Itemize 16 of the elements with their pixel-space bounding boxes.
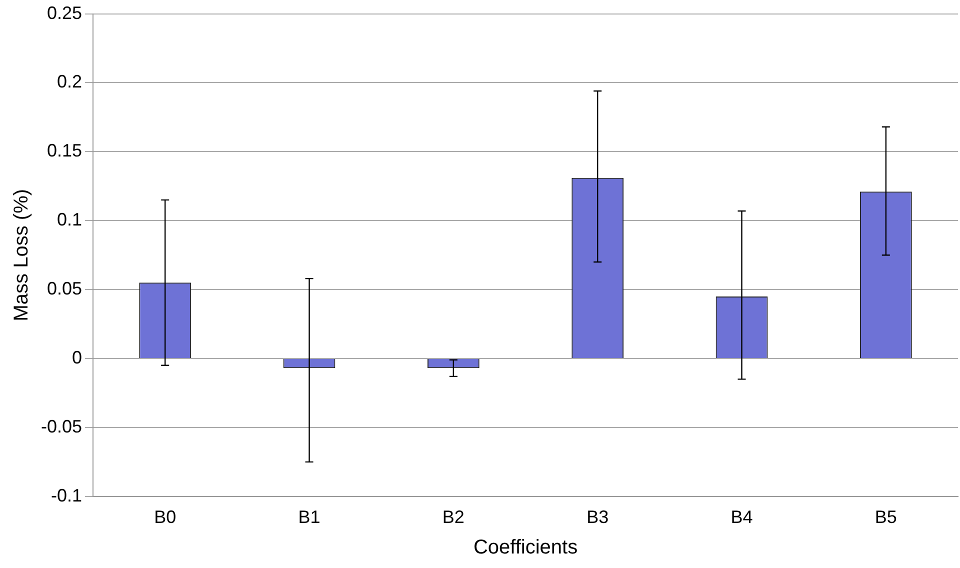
y-tick-label: -0.05 <box>40 416 82 436</box>
x-tick-label: B0 <box>154 507 176 528</box>
x-tick-label: B5 <box>874 507 897 528</box>
y-axis-title: Mass Loss (%) <box>10 188 33 322</box>
y-tick-label: 0.05 <box>46 278 82 299</box>
y-tick-label: 0.1 <box>56 210 82 230</box>
x-axis-title: Coefficients <box>473 536 578 559</box>
y-tick-label: 0.15 <box>46 140 82 161</box>
y-tick-label: -0.1 <box>50 485 82 506</box>
x-tick-label: B3 <box>586 507 609 528</box>
x-tick-label: B2 <box>442 507 464 528</box>
y-tick-label: 0 <box>72 347 82 368</box>
x-tick-label: B4 <box>730 507 753 528</box>
y-tick-label: 0.25 <box>46 2 82 23</box>
y-tick-label: 0.2 <box>56 72 82 92</box>
x-tick-label: B1 <box>298 507 320 528</box>
